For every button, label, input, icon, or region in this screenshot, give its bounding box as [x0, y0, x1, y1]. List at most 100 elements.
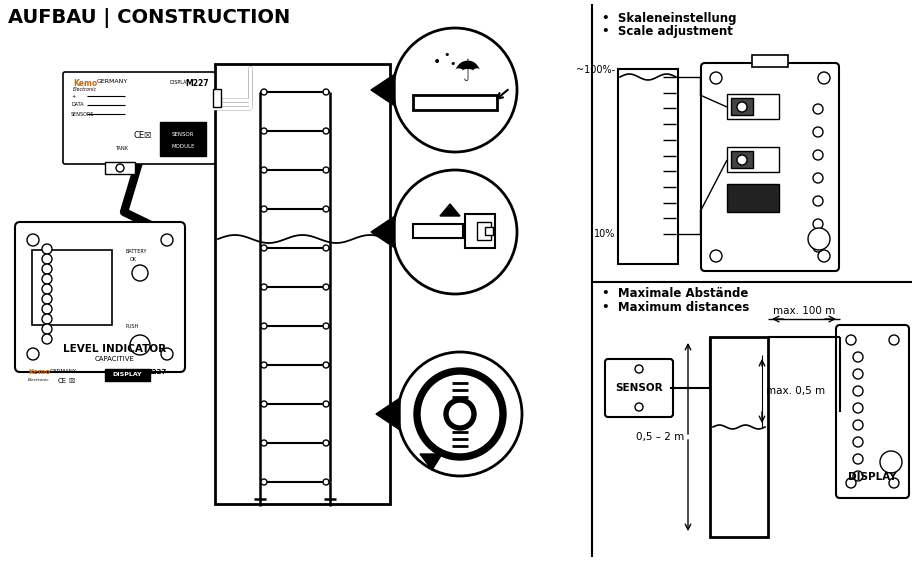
Circle shape	[448, 402, 472, 426]
Text: MODULE: MODULE	[171, 143, 195, 148]
Bar	[213, 89, 221, 107]
Text: 10%: 10%	[594, 229, 615, 239]
Text: •  Scale adjustment: • Scale adjustment	[602, 25, 733, 38]
Bar	[32, 250, 112, 325]
Circle shape	[853, 386, 863, 396]
Circle shape	[42, 304, 52, 314]
Circle shape	[323, 89, 329, 95]
Polygon shape	[376, 398, 400, 430]
Text: ☒: ☒	[143, 131, 150, 140]
Text: ~100%-: ~100%-	[576, 65, 615, 75]
Circle shape	[42, 284, 52, 294]
Text: Kemo: Kemo	[28, 369, 50, 375]
Text: M227: M227	[145, 369, 167, 375]
Circle shape	[42, 334, 52, 344]
Circle shape	[813, 196, 823, 206]
Text: Kemo: Kemo	[73, 79, 97, 88]
Text: ☂: ☂	[453, 57, 480, 87]
Bar	[727, 147, 779, 172]
Bar	[413, 224, 463, 238]
Circle shape	[42, 254, 52, 264]
Circle shape	[813, 173, 823, 183]
Bar	[160, 122, 206, 156]
FancyBboxPatch shape	[63, 72, 215, 164]
FancyBboxPatch shape	[701, 63, 839, 271]
Polygon shape	[420, 454, 442, 470]
Circle shape	[323, 284, 329, 290]
Text: •  Maximale Abstände: • Maximale Abstände	[602, 287, 748, 300]
Circle shape	[261, 479, 267, 485]
Text: •  Skaleneinstellung: • Skaleneinstellung	[602, 12, 737, 25]
Text: DISPLAY: DISPLAY	[847, 472, 897, 482]
Circle shape	[261, 362, 267, 368]
Circle shape	[323, 479, 329, 485]
Circle shape	[889, 478, 899, 488]
Text: •  Maximum distances: • Maximum distances	[602, 301, 749, 314]
Text: SENSORS: SENSORS	[71, 111, 94, 116]
Circle shape	[737, 155, 747, 165]
Text: Electronic: Electronic	[73, 87, 97, 92]
Text: SENSOR: SENSOR	[615, 383, 662, 393]
Circle shape	[853, 420, 863, 430]
Polygon shape	[440, 204, 460, 216]
Circle shape	[846, 335, 856, 345]
Circle shape	[853, 437, 863, 447]
Circle shape	[323, 401, 329, 407]
Circle shape	[813, 242, 823, 252]
FancyBboxPatch shape	[836, 325, 909, 498]
Bar	[752, 55, 788, 67]
Circle shape	[737, 102, 747, 112]
Circle shape	[116, 164, 124, 172]
Circle shape	[261, 401, 267, 407]
Circle shape	[853, 454, 863, 464]
Text: DISPLAY: DISPLAY	[170, 80, 190, 85]
Circle shape	[261, 89, 267, 95]
Circle shape	[444, 398, 476, 430]
Circle shape	[808, 228, 830, 250]
Circle shape	[853, 352, 863, 362]
Text: GERMANY: GERMANY	[50, 369, 77, 374]
Text: LEVEL INDICATOR: LEVEL INDICATOR	[63, 344, 167, 354]
Circle shape	[261, 440, 267, 446]
Circle shape	[889, 335, 899, 345]
Circle shape	[323, 245, 329, 251]
Circle shape	[813, 127, 823, 137]
Text: PUSH: PUSH	[125, 324, 138, 329]
Polygon shape	[371, 216, 395, 248]
Circle shape	[635, 403, 643, 411]
Circle shape	[818, 250, 830, 262]
Circle shape	[846, 478, 856, 488]
Bar	[413, 95, 497, 110]
Circle shape	[42, 244, 52, 254]
Bar	[215, 64, 390, 504]
Text: •: •	[444, 50, 450, 60]
Circle shape	[42, 264, 52, 274]
Circle shape	[853, 369, 863, 379]
Text: TANK: TANK	[115, 146, 128, 151]
Circle shape	[323, 128, 329, 134]
Circle shape	[323, 206, 329, 212]
Circle shape	[261, 167, 267, 173]
Circle shape	[27, 234, 39, 246]
Circle shape	[710, 72, 722, 84]
Circle shape	[818, 72, 830, 84]
Circle shape	[42, 274, 52, 284]
Circle shape	[813, 150, 823, 160]
Circle shape	[42, 324, 52, 334]
Text: CE: CE	[58, 378, 67, 384]
Circle shape	[261, 284, 267, 290]
Circle shape	[813, 219, 823, 229]
Bar	[477, 222, 491, 240]
Text: GERMANY: GERMANY	[97, 79, 128, 84]
Bar	[105, 369, 150, 381]
Circle shape	[323, 362, 329, 368]
Bar	[727, 184, 779, 212]
Bar	[727, 94, 779, 119]
Circle shape	[393, 28, 517, 152]
Text: CE: CE	[133, 131, 145, 140]
Bar	[465, 214, 495, 248]
Circle shape	[393, 170, 517, 294]
Circle shape	[42, 294, 52, 304]
Text: AUFBAU | CONSTRUCTION: AUFBAU | CONSTRUCTION	[8, 8, 290, 28]
Text: DISPLAY: DISPLAY	[113, 373, 142, 378]
